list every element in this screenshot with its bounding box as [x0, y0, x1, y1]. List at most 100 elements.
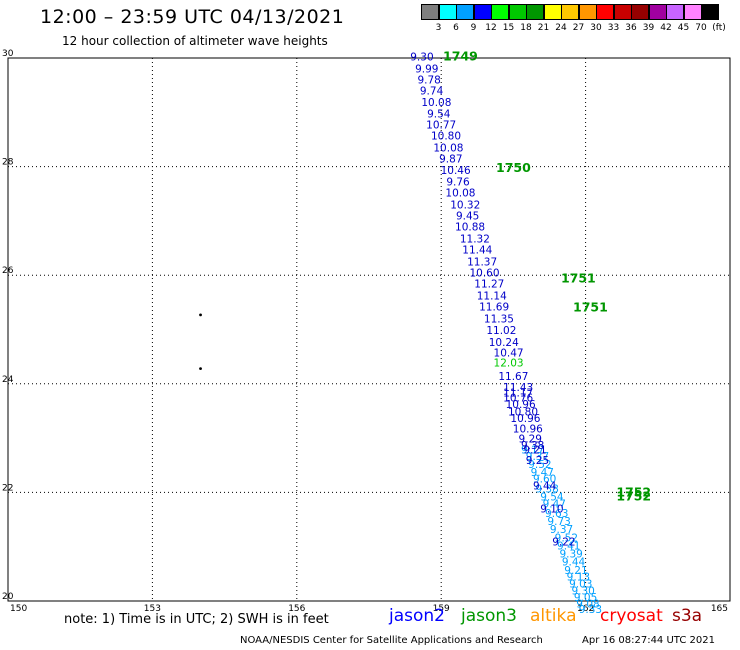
legend-tick-label: 9 [470, 23, 477, 33]
swh-value-label: 9.45 [456, 210, 479, 222]
swh-value-label: 9.39 [559, 549, 582, 561]
swh-value-label: 9.29 [519, 433, 542, 445]
swh-value-label: 9.73 [547, 516, 570, 528]
swh-value-label: 9.54 [427, 109, 451, 121]
legend-jason2: jason2 [389, 606, 445, 626]
swh-value-label: 9.05 [574, 592, 597, 604]
legend-tick-label: 24 [555, 23, 567, 33]
swh-value-label: 10.96 [506, 399, 536, 411]
swh-value-label: 9.76 [446, 177, 470, 189]
legend-tick-label: 36 [625, 23, 637, 33]
swh-value-label: 9.87 [439, 153, 462, 165]
swh-value-label: 9.52 [555, 532, 578, 544]
swh-value-label: 10.32 [450, 199, 480, 211]
generation-timestamp: Apr 16 08:27:44 UTC 2021 [582, 635, 715, 646]
swh-value-label: 10.08 [433, 142, 463, 154]
swh-value-label: 9.30 [571, 585, 594, 597]
swh-value-label: 11.27 [474, 279, 504, 291]
legend-swatch [701, 4, 719, 20]
y-tick-label: 20 [2, 592, 14, 602]
swh-value-label: 10.76 [503, 393, 533, 405]
legend-jason3: jason3 [461, 606, 517, 626]
legend-tick-label: 70 [695, 23, 707, 33]
swh-value-label: 9.13 [567, 571, 590, 583]
y-tick-label: 24 [2, 375, 14, 385]
pass-time-label: 1752 [616, 489, 651, 504]
buoy-marker [199, 367, 202, 370]
swh-value-label: 9.52 [528, 459, 551, 471]
legend-tick-label: 45 [677, 23, 690, 33]
swh-value-label: 10.08 [421, 97, 451, 109]
y-tick-label: 26 [2, 266, 14, 276]
swh-value-label: 9.44 [533, 481, 557, 493]
swh-value-label: 9.99 [415, 64, 438, 76]
swh-value-label: 9.38 [535, 483, 558, 495]
swh-value-label: 11.37 [467, 256, 497, 268]
footer-note: note: 1) Time is in UTC; 2) SWH is in fe… [64, 612, 329, 627]
x-tick-label: 150 [10, 604, 27, 614]
swh-value-label: 9.60 [533, 474, 556, 486]
legend-altika: altika [530, 606, 577, 626]
legend-unit-label: (ft) [712, 23, 726, 33]
swh-value-label: 9.22 [552, 537, 575, 549]
legend-tick-label: 6 [453, 23, 459, 33]
swh-value-label: 11.69 [479, 301, 509, 313]
swh-value-label: 9.47 [531, 467, 554, 479]
swh-value-label: 9.30 [410, 52, 433, 64]
swh-value-label: 11.17 [503, 387, 533, 399]
legend-tick-label: 39 [642, 23, 655, 33]
y-tick-label: 28 [2, 158, 14, 168]
swh-value-label: 11.43 [503, 382, 533, 394]
x-tick-label: 162 [577, 604, 594, 614]
swh-value-label: 9.17 [521, 444, 544, 456]
swh-value-label: 10.80 [431, 130, 461, 142]
plot-frame [7, 57, 731, 602]
swh-value-label: 12.03 [494, 357, 524, 369]
swh-value-label: 9.10 [540, 503, 563, 515]
x-tick-label: 153 [144, 604, 161, 614]
pass-time-label: 1749 [443, 49, 478, 64]
swh-value-label: 9.08 [576, 599, 599, 611]
pass-time-label: 1751 [561, 270, 596, 285]
page-title: 12:00 – 23:59 UTC 04/13/2021 [40, 6, 345, 28]
swh-value-label: 9.63 [545, 508, 568, 520]
swh-value-label: 9.44 [562, 557, 586, 569]
swh-value-label: 10.08 [445, 187, 475, 199]
swh-value-label: 9.33 [579, 604, 602, 616]
swh-value-label: 9.41 [557, 540, 580, 552]
x-tick-label: 156 [288, 604, 305, 614]
swh-value-label: 9.54 [540, 492, 564, 504]
swh-value-label: 9.25 [526, 455, 549, 467]
buoy-marker [199, 313, 202, 317]
legend-tick-label: 3 [435, 23, 442, 33]
pass-time-label: 1750 [496, 160, 531, 175]
legend-tick-label: 15 [502, 23, 515, 33]
swh-value-label: 10.77 [426, 120, 456, 132]
legend-tick-label: 21 [537, 23, 550, 33]
swh-value-label: 11.44 [462, 244, 492, 256]
legend-tick-label: 27 [572, 23, 585, 33]
x-tick-label: 165 [711, 604, 728, 614]
swh-value-label: 11.32 [460, 234, 490, 246]
swh-value-label: 10.96 [510, 413, 540, 425]
swh-value-label: 11.02 [486, 325, 516, 337]
swh-value-label: 10.24 [489, 337, 519, 349]
credit-text: NOAA/NESDIS Center for Satellite Applica… [240, 635, 543, 646]
swh-value-label: 9.21 [564, 565, 587, 577]
legend-cryosat: cryosat [600, 606, 663, 626]
legend-tick-label: 42 [660, 23, 672, 33]
pass-time-label: 1752 [616, 485, 651, 500]
x-tick-label: 159 [433, 604, 450, 614]
swh-value-label: 11.67 [498, 371, 528, 383]
swh-value-label: 10.88 [455, 222, 485, 234]
legend-tick-label: 30 [590, 23, 602, 33]
y-tick-label: 30 [2, 49, 14, 59]
swh-value-label: 9.03 [569, 578, 592, 590]
pass-time-label: 1751 [573, 300, 608, 315]
swh-value-label: 9.21 [523, 444, 546, 456]
swh-value-label: 11.35 [484, 313, 514, 325]
y-tick-label: 22 [2, 483, 13, 493]
swh-value-label: 11.14 [477, 291, 507, 303]
swh-value-label: 9.37 [550, 524, 573, 536]
